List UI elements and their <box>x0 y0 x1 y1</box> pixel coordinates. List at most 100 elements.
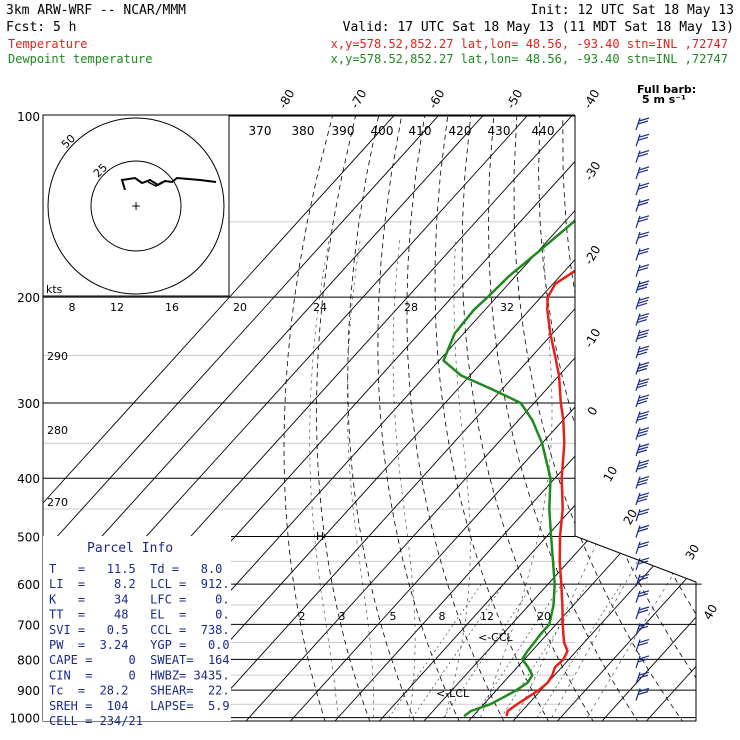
wind-barb-feather <box>636 302 648 307</box>
mixing-ratio-label: 2 <box>299 610 306 623</box>
wind-barb-feather <box>637 250 649 255</box>
wind-barb-feather <box>638 345 650 350</box>
forecast-hour: Fcst: 5 h <box>6 20 76 35</box>
isotherm <box>43 115 395 721</box>
isotherm <box>557 115 696 721</box>
parcel-info-row: K = 34 LFC = 0. <box>49 592 230 606</box>
wind-barb-feather <box>638 264 650 269</box>
barb-legend-units: 5 m s⁻¹ <box>642 93 686 106</box>
pressure-label: 200 <box>17 291 40 305</box>
wind-barb-feather <box>637 234 649 239</box>
isotherm <box>601 115 696 721</box>
wind-barb-feather <box>637 381 649 386</box>
wind-barb-feather <box>638 394 650 399</box>
wind-barb-feather <box>638 443 650 448</box>
wind-barb-feather <box>638 541 650 546</box>
dry-adiabat <box>677 115 696 721</box>
parcel-info-row: SVI = 0.5 CCL = 738. <box>49 623 230 637</box>
mixing-ratio-label: 20 <box>537 610 551 623</box>
mixing-ratio-line <box>536 583 622 718</box>
speed-tick-label: 24 <box>313 301 327 314</box>
wind-barb-feather <box>636 449 648 454</box>
parcel-info-row: CAPE = 0 SWEAT= 164 <box>49 653 230 667</box>
isotherm <box>201 115 696 721</box>
isotherm <box>156 115 696 721</box>
pressure-label: 600 <box>17 578 40 592</box>
wind-barb-feather <box>637 642 649 647</box>
wind-barbs <box>635 117 650 701</box>
wind-barb-feather <box>638 508 650 513</box>
wind-barb-feather <box>638 476 650 481</box>
theta-label: 390 <box>332 124 355 138</box>
wind-barb-feather <box>637 576 649 581</box>
wind-barb-feather <box>636 351 648 356</box>
dry-adiabat <box>283 115 333 721</box>
hwbz-marker: H <box>316 530 324 543</box>
hodograph-units: kts <box>46 283 63 296</box>
mixing-ratio-label: 5 <box>390 610 397 623</box>
theta-label: 400 <box>371 124 394 138</box>
wind-barb-feather <box>636 433 648 438</box>
dry-adiabat <box>654 115 696 721</box>
wind-barb-feather <box>637 169 649 174</box>
parcel-info-row: T = 11.5 Td = 8.0 <box>49 562 222 576</box>
wind-barb-feather <box>637 430 649 435</box>
dry-adiabat <box>461 115 600 721</box>
isotherm <box>379 115 696 721</box>
wind-barb-feather <box>637 299 649 304</box>
wind-barb-feather <box>637 201 649 207</box>
wind-barb-feather <box>638 606 650 611</box>
theta-label: 370 <box>249 124 272 138</box>
isotherm <box>512 115 696 721</box>
thetae-label: 270 <box>47 496 68 509</box>
wind-barb-feather <box>638 639 650 644</box>
speed-tick-label: 8 <box>69 301 76 314</box>
isotherm-label: 0 <box>585 404 601 418</box>
wind-barb-feather <box>638 329 650 334</box>
model-title: 3km ARW-WRF -- NCAR/MMM <box>6 3 186 18</box>
wind-barb-feather <box>638 622 650 627</box>
theta-label: 380 <box>292 124 315 138</box>
wind-barb-feather <box>638 313 650 318</box>
parcel-info-row: PW = 3.24 YGP = 0.0 <box>49 638 230 652</box>
wind-barb-feather <box>638 459 650 464</box>
isotherm <box>43 115 440 721</box>
wind-barb-feather <box>637 446 649 451</box>
mixing-ratio-line <box>500 583 588 718</box>
pressure-label: 100 <box>17 110 40 124</box>
wind-barb-feather <box>638 410 650 415</box>
wind-barb-feather <box>638 296 650 301</box>
wind-barb-feather <box>638 182 650 187</box>
isotherm-label: 40 <box>701 602 721 622</box>
mixing-ratio-label: 8 <box>439 610 446 623</box>
valid-time: Valid: 17 UTC Sat 18 May 13 (11 MDT Sat … <box>343 20 734 35</box>
pressure-label: 400 <box>17 472 40 486</box>
dry-adiabat <box>538 115 696 721</box>
wind-barb-feather <box>637 527 649 533</box>
isotherm-label: -60 <box>426 87 448 111</box>
wind-barb-feather <box>638 280 650 285</box>
wind-barb-feather <box>638 198 650 204</box>
wind-barb-feather <box>636 367 648 373</box>
wind-barb-feather <box>637 218 649 223</box>
wind-barb-feather <box>638 655 650 660</box>
dry-adiabat <box>513 115 690 721</box>
wind-barb-feather <box>637 413 649 418</box>
wind-barb-feather <box>636 335 648 340</box>
isotherm-label: 20 <box>621 507 641 527</box>
barb-legend-title: Full barb: <box>637 83 696 96</box>
wind-barb-feather <box>637 348 649 353</box>
wind-barb-feather <box>637 593 649 598</box>
thetae-label: 290 <box>47 350 68 363</box>
isotherm-label: -70 <box>348 87 370 111</box>
dewpoint-legend: Dewpoint temperature <box>8 52 153 66</box>
isotherm <box>646 115 696 721</box>
pressure-label: 900 <box>17 684 40 698</box>
pressure-label: 1000 <box>9 712 40 726</box>
wind-barb-feather <box>637 364 649 370</box>
wind-barb-feather <box>638 150 650 155</box>
wind-barb-feather <box>637 332 649 337</box>
hodograph-center: + <box>131 199 141 213</box>
isotherm-label: -80 <box>276 87 298 111</box>
